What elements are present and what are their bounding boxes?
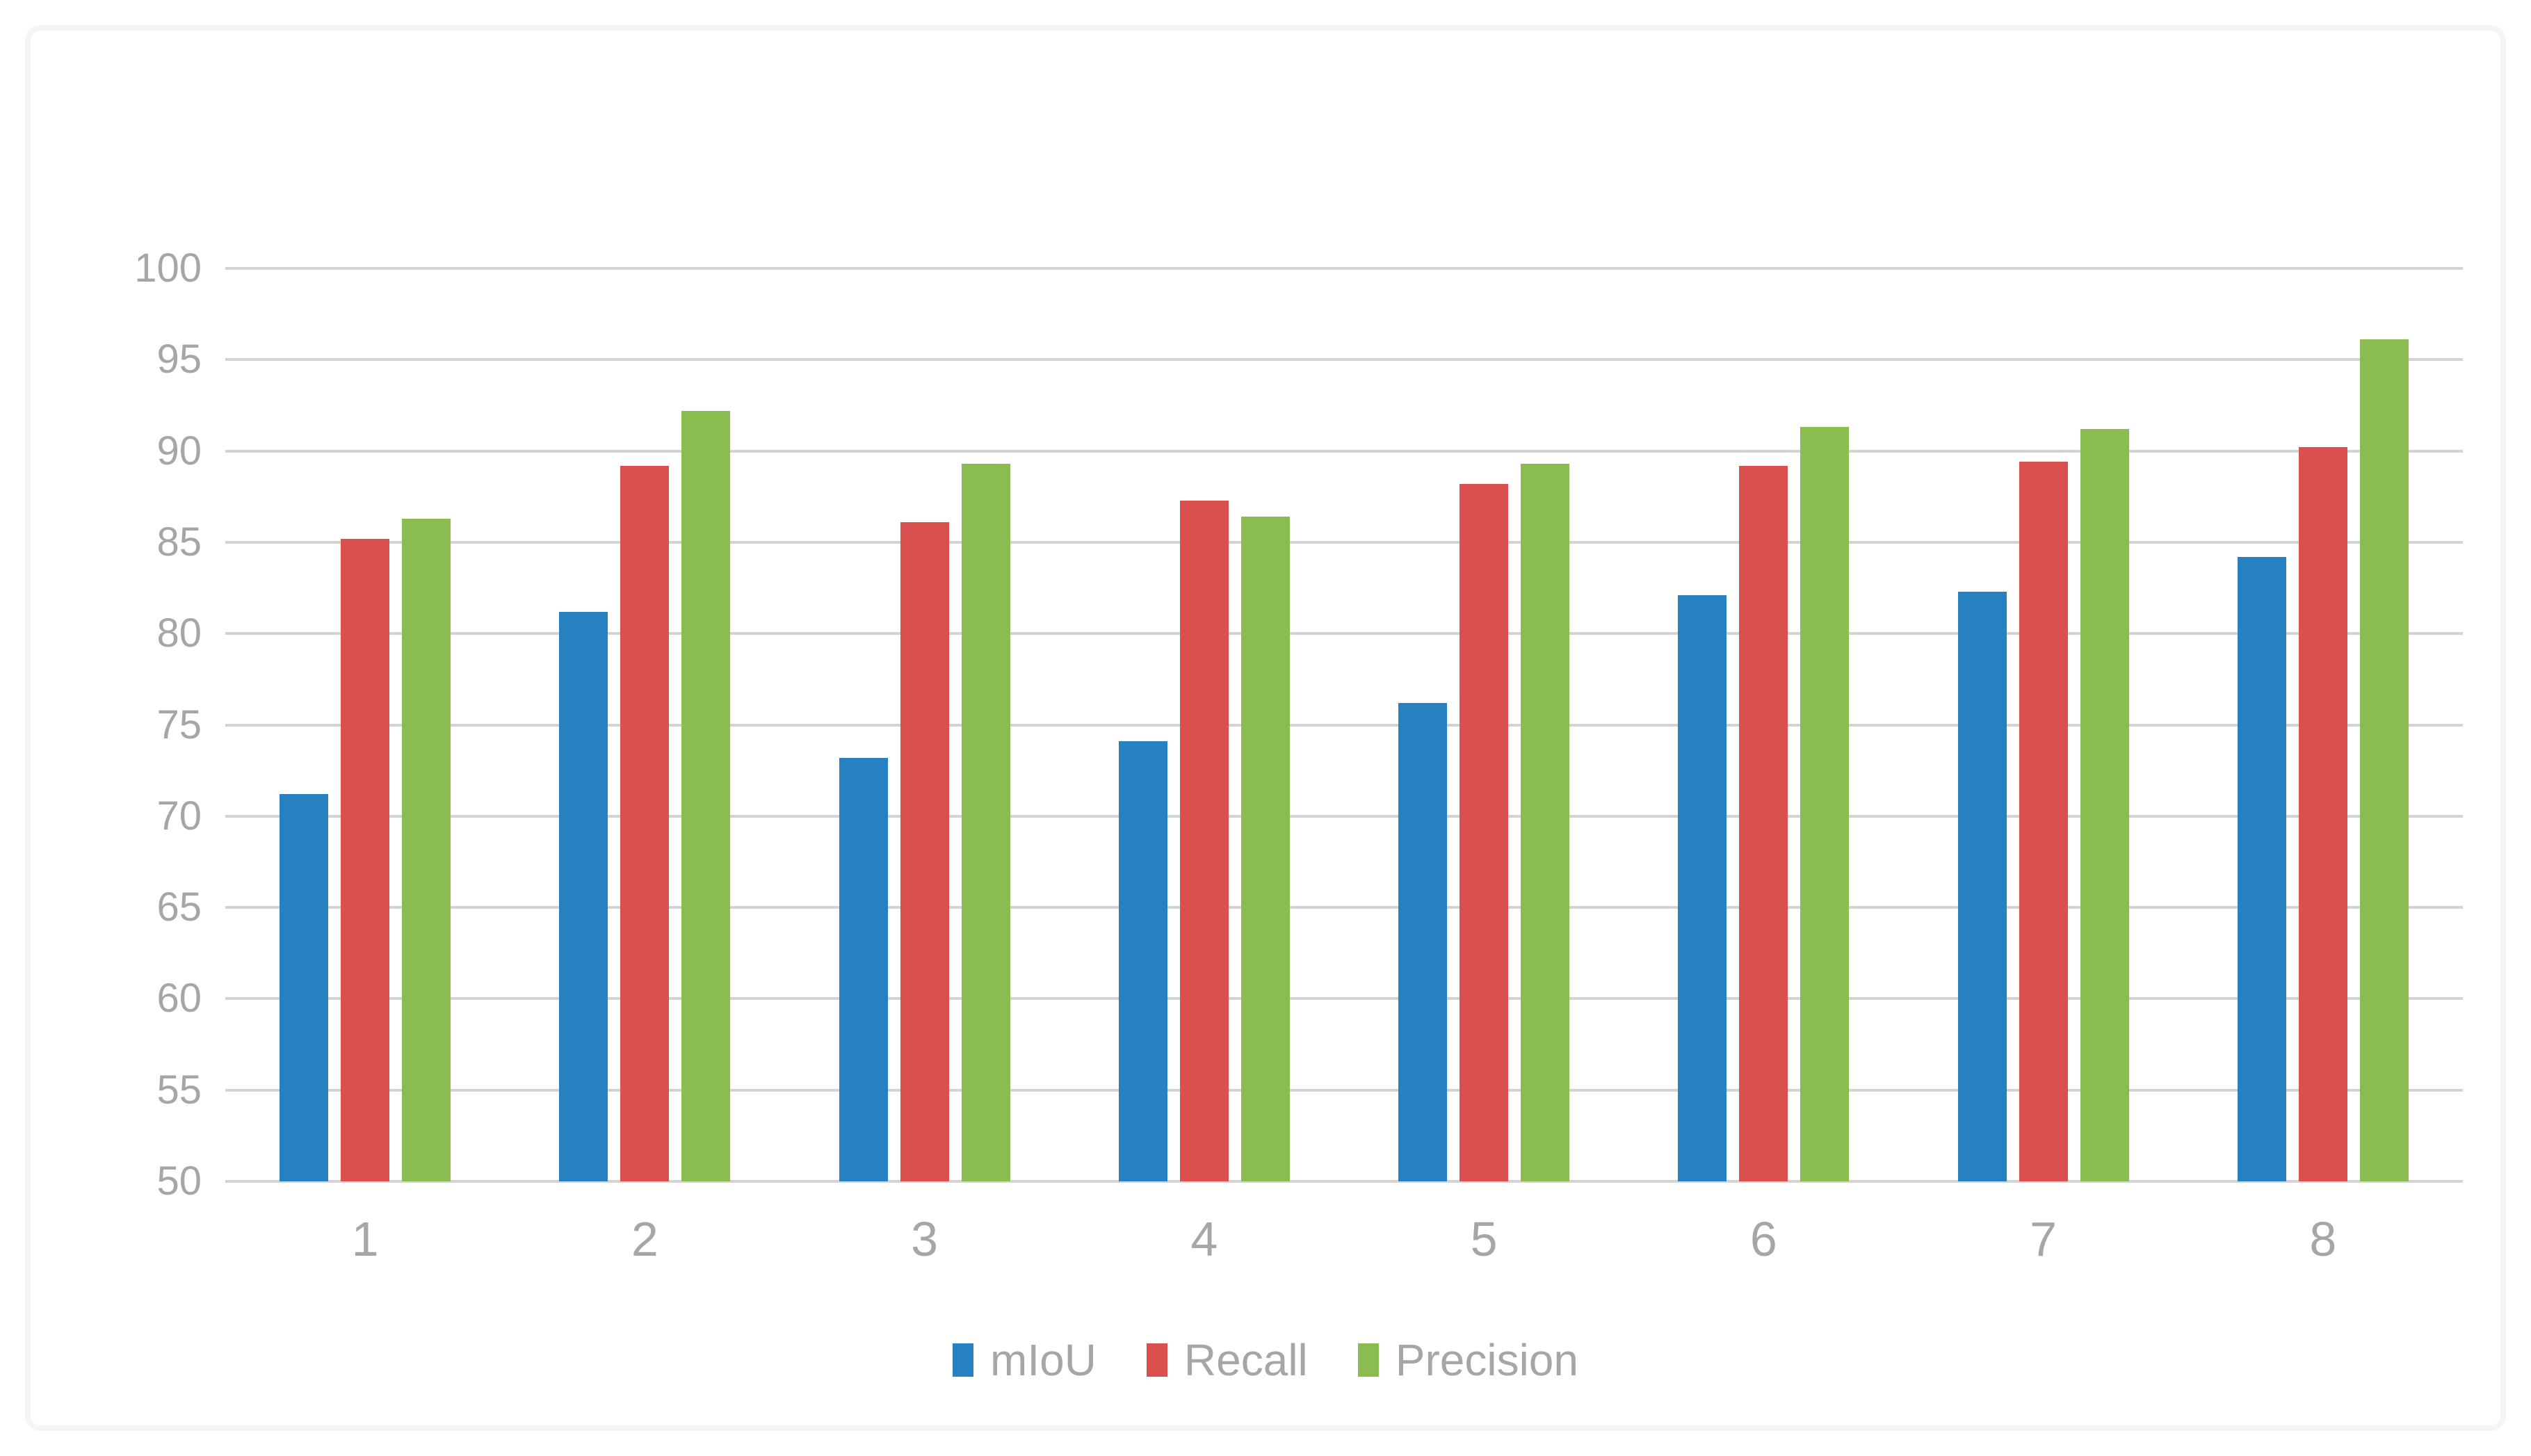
legend-item-precision: Precision [1357, 1335, 1578, 1385]
bar-recall-5 [1459, 483, 1509, 1181]
y-tick-label-65: 65 [156, 884, 202, 930]
gridline-95 [225, 358, 2463, 362]
bar-group-8 [2183, 268, 2463, 1181]
x-tick-label-7: 7 [2030, 1212, 2057, 1266]
x-tick-label-8: 8 [2309, 1212, 2337, 1266]
bar-group-7 [1904, 268, 2183, 1181]
gridline-75 [225, 723, 2463, 727]
y-tick-label-70: 70 [156, 793, 202, 839]
y-tick-label-90: 90 [156, 428, 202, 474]
gridline-85 [225, 540, 2463, 544]
bar-recall-7 [2019, 462, 2068, 1181]
y-tick-label-95: 95 [156, 337, 202, 382]
legend-swatch-precision [1357, 1343, 1379, 1377]
bar-precision-6 [1800, 427, 1850, 1181]
plot-area: 50 55 60 65 70 75 80 85 90 95 100 [134, 248, 2463, 1202]
bar-recall-8 [2298, 447, 2347, 1181]
bar-group-6 [1624, 268, 1903, 1181]
bar-miou-3 [839, 757, 888, 1181]
bar-group-1 [225, 268, 505, 1181]
bar-miou-7 [1957, 591, 2007, 1181]
bar-group-5 [1344, 268, 1624, 1181]
bar-precision-5 [1521, 463, 1570, 1181]
bar-group-2 [505, 268, 784, 1181]
gridline-65 [225, 906, 2463, 909]
bar-miou-6 [1678, 595, 1727, 1181]
bar-precision-3 [961, 463, 1010, 1181]
bar-recall-3 [900, 522, 949, 1181]
bar-precision-2 [681, 410, 731, 1181]
x-tick-label-3: 3 [911, 1212, 939, 1266]
legend-label-precision: Precision [1395, 1335, 1578, 1385]
y-tick-label-50: 50 [156, 1158, 202, 1204]
bar-miou-5 [1398, 703, 1448, 1181]
bar-miou-4 [1118, 741, 1167, 1181]
bar-recall-4 [1179, 500, 1229, 1181]
bar-precision-8 [2359, 339, 2409, 1181]
legend-label-miou: mIoU [990, 1335, 1097, 1385]
legend-item-recall: Recall [1146, 1335, 1308, 1385]
y-tick-label-85: 85 [156, 519, 202, 565]
x-tick-label-5: 5 [1470, 1212, 1498, 1266]
x-axis-labels: 1 2 3 4 5 6 7 8 [225, 1213, 2463, 1266]
bar-precision-7 [2080, 429, 2129, 1181]
legend-swatch-miou [953, 1343, 974, 1377]
bar-miou-1 [280, 794, 329, 1181]
gridline-50 [225, 1180, 2463, 1183]
bar-group-4 [1065, 268, 1344, 1181]
legend-item-miou: mIoU [953, 1338, 1097, 1382]
bar-recall-1 [341, 538, 390, 1181]
x-tick-label-6: 6 [1749, 1212, 1777, 1266]
y-tick-label-55: 55 [156, 1067, 202, 1113]
gridline-90 [225, 449, 2463, 453]
bar-recall-2 [620, 465, 670, 1181]
bars-layer [225, 268, 2463, 1181]
gridline-100 [225, 267, 2463, 270]
bar-recall-6 [1739, 465, 1788, 1181]
bar-miou-8 [2237, 556, 2286, 1181]
x-tick-label-1: 1 [351, 1212, 379, 1266]
y-tick-label-100: 100 [134, 245, 202, 291]
gridline-80 [225, 632, 2463, 636]
legend: mIoU Recall Precision [31, 1338, 2500, 1382]
bar-precision-1 [402, 518, 451, 1181]
x-tick-label-2: 2 [631, 1212, 658, 1266]
x-tick-label-4: 4 [1190, 1212, 1218, 1266]
bar-precision-4 [1240, 517, 1290, 1181]
gridline-55 [225, 1088, 2463, 1092]
y-tick-label-80: 80 [156, 610, 202, 656]
y-tick-label-75: 75 [156, 702, 202, 747]
gridline-60 [225, 997, 2463, 1001]
gridline-70 [225, 814, 2463, 818]
bar-miou-2 [559, 611, 608, 1181]
y-tick-label-60: 60 [156, 976, 202, 1021]
bar-group-3 [785, 268, 1065, 1181]
legend-label-recall: Recall [1183, 1335, 1308, 1385]
legend-swatch-recall [1146, 1343, 1167, 1377]
figure-card: 50 55 60 65 70 75 80 85 90 95 100 1 2 3 4 5 6 7 8 mIoU Rec… [25, 25, 2506, 1431]
